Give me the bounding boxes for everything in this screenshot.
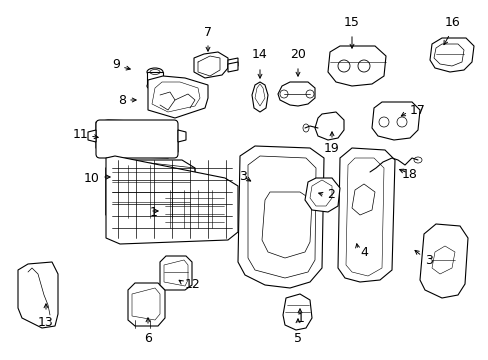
Polygon shape <box>18 262 58 328</box>
Text: 5: 5 <box>293 332 302 345</box>
Polygon shape <box>162 186 227 236</box>
Text: 14: 14 <box>252 49 267 62</box>
Polygon shape <box>147 72 163 86</box>
Text: 19: 19 <box>324 141 339 154</box>
Ellipse shape <box>147 68 163 76</box>
Ellipse shape <box>147 82 163 90</box>
Polygon shape <box>251 82 267 112</box>
Text: 7: 7 <box>203 26 212 39</box>
Text: 3: 3 <box>424 253 432 266</box>
Polygon shape <box>227 58 238 68</box>
Polygon shape <box>106 160 195 222</box>
Text: 18: 18 <box>401 168 417 181</box>
Text: 4: 4 <box>359 246 367 258</box>
Text: 1: 1 <box>297 311 305 324</box>
Text: 13: 13 <box>38 316 54 329</box>
Polygon shape <box>278 82 314 106</box>
Text: 1: 1 <box>150 207 158 220</box>
FancyBboxPatch shape <box>96 120 178 158</box>
Text: 11: 11 <box>72 129 88 141</box>
Text: 10: 10 <box>84 171 100 184</box>
Polygon shape <box>429 38 473 72</box>
Polygon shape <box>128 283 164 326</box>
Text: 12: 12 <box>184 279 201 292</box>
Text: 16: 16 <box>444 15 460 28</box>
Polygon shape <box>227 62 238 72</box>
Text: 15: 15 <box>344 15 359 28</box>
Polygon shape <box>337 148 394 282</box>
Polygon shape <box>148 76 207 118</box>
Polygon shape <box>88 130 96 142</box>
Text: 2: 2 <box>326 189 334 202</box>
Polygon shape <box>371 102 419 140</box>
Polygon shape <box>238 146 324 288</box>
Text: 3: 3 <box>239 170 246 183</box>
Text: 8: 8 <box>118 94 126 107</box>
Polygon shape <box>152 82 200 112</box>
Text: 6: 6 <box>144 332 152 345</box>
Polygon shape <box>96 120 178 158</box>
Polygon shape <box>419 224 467 298</box>
Polygon shape <box>283 294 311 330</box>
Polygon shape <box>160 256 192 290</box>
Polygon shape <box>314 112 343 140</box>
Polygon shape <box>341 228 373 266</box>
Text: 20: 20 <box>289 49 305 62</box>
Text: 9: 9 <box>112 58 120 72</box>
Polygon shape <box>106 156 238 244</box>
Polygon shape <box>327 46 385 86</box>
Polygon shape <box>305 178 339 212</box>
Polygon shape <box>178 130 185 142</box>
Text: 17: 17 <box>409 104 425 117</box>
Polygon shape <box>194 52 227 78</box>
